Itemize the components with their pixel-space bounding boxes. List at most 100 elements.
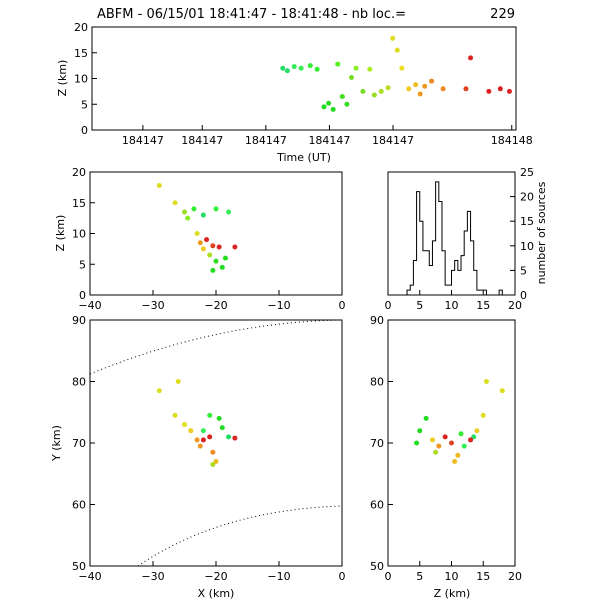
xz-point — [213, 258, 219, 264]
th-point — [314, 66, 320, 72]
zy-ytick-label: 50 — [370, 560, 384, 573]
th-point — [422, 83, 428, 89]
th-point — [298, 65, 304, 71]
xz-ytick-label: 0 — [79, 289, 86, 302]
xz-point — [197, 240, 203, 246]
zy-point — [442, 434, 448, 440]
histogram-line — [388, 181, 515, 296]
xy-point — [216, 415, 222, 421]
th-point — [468, 55, 474, 61]
hist-ytick-label: 25 — [520, 166, 534, 179]
xz-point — [219, 264, 225, 270]
hist-xtick-label: 20 — [508, 299, 522, 312]
th-ytick-label: 15 — [74, 47, 88, 60]
xz-point — [182, 209, 187, 215]
xy-point — [219, 425, 225, 431]
xy-point — [156, 388, 162, 394]
zy-point — [471, 434, 477, 440]
xz-ylabel: Z (km) — [54, 215, 67, 252]
th-point — [486, 88, 492, 94]
th-ytick-label: 0 — [81, 124, 88, 137]
th-point — [307, 63, 313, 69]
xy-point — [232, 435, 238, 441]
zy-xtick-label: 0 — [385, 570, 392, 583]
hist-xtick-label: 15 — [476, 299, 490, 312]
zy-point — [483, 379, 489, 384]
th-point — [360, 88, 366, 94]
xz-xtick-label: −20 — [204, 299, 227, 312]
zy-point — [449, 440, 454, 446]
xz-point — [210, 243, 216, 249]
zy-point — [414, 440, 420, 446]
zy-xtick-label: 5 — [416, 570, 423, 583]
hist-ytick-label: 20 — [520, 191, 534, 204]
hist-xtick-label: 0 — [385, 299, 392, 312]
xz-point — [204, 237, 210, 243]
xz-point — [156, 183, 162, 189]
th-point — [497, 86, 503, 92]
th-xtick-label: 184147 — [308, 134, 350, 147]
chart-marks: 0 5 10 15 20 184147 184147 184147 184147 184147 18… — [72, 21, 534, 583]
xy-ytick-label: 80 — [72, 376, 86, 389]
xz-point — [194, 231, 200, 236]
th-point — [291, 64, 297, 70]
histogram-ylabel: number of sources — [535, 181, 548, 284]
xz-point — [191, 206, 197, 212]
xy-point — [207, 412, 213, 418]
xy-point — [194, 437, 200, 443]
th-point — [399, 65, 405, 71]
zy-point — [468, 437, 474, 443]
th-point — [385, 85, 391, 91]
xz-point — [216, 244, 222, 250]
xz-point — [232, 244, 238, 250]
zy-point — [417, 428, 423, 434]
xy-ytick-label: 90 — [72, 314, 86, 327]
xz-ytick-label: 20 — [72, 166, 86, 179]
th-point — [339, 94, 345, 100]
th-xtick-label: 184147 — [245, 134, 287, 147]
th-point — [390, 35, 396, 41]
xy-point — [172, 412, 178, 418]
zy-point — [480, 412, 486, 418]
xy-ytick-label: 70 — [72, 437, 86, 450]
zy-point — [423, 415, 429, 421]
xy-point — [226, 434, 232, 440]
source-count: 229 — [490, 7, 515, 22]
th-point — [326, 100, 332, 106]
xy-xtick-label: −10 — [267, 570, 290, 583]
xy-point — [207, 434, 213, 440]
th-point — [406, 86, 412, 92]
th-point — [335, 61, 341, 67]
xy-point — [182, 422, 187, 428]
xy-point — [210, 449, 216, 455]
hist-ytick-label: 5 — [520, 264, 527, 277]
time-height-xlabel: Time (UT) — [276, 151, 331, 164]
xz-ytick-label: 10 — [72, 228, 86, 241]
zy-xtick-label: 15 — [476, 570, 490, 583]
zy-point — [461, 443, 467, 449]
zy-point — [452, 458, 458, 464]
zy-point — [433, 449, 439, 455]
xy-point — [188, 428, 194, 434]
th-point — [371, 92, 377, 98]
xz-xtick-label: −10 — [267, 299, 290, 312]
zy-xlabel: Z (km) — [434, 587, 471, 600]
th-point — [280, 65, 286, 71]
th-xtick-label: 184147 — [122, 134, 164, 147]
xy-point — [175, 379, 181, 384]
xz-xtick-label: 0 — [339, 299, 346, 312]
xy-point — [213, 458, 219, 464]
time-height-ylabel: Z (km) — [56, 60, 69, 97]
th-xtick-label: 184147 — [372, 134, 414, 147]
range-ring-outer — [89, 319, 343, 375]
zy-point — [436, 443, 442, 449]
xy-point — [210, 462, 216, 468]
xy-xtick-label: 0 — [339, 570, 346, 583]
th-point — [367, 66, 373, 72]
xy-ylabel: Y (km) — [50, 425, 63, 462]
hist-ytick-label: 0 — [520, 289, 527, 302]
th-xtick-label: 184147 — [181, 134, 223, 147]
th-point — [353, 65, 359, 71]
th-point — [348, 74, 354, 80]
